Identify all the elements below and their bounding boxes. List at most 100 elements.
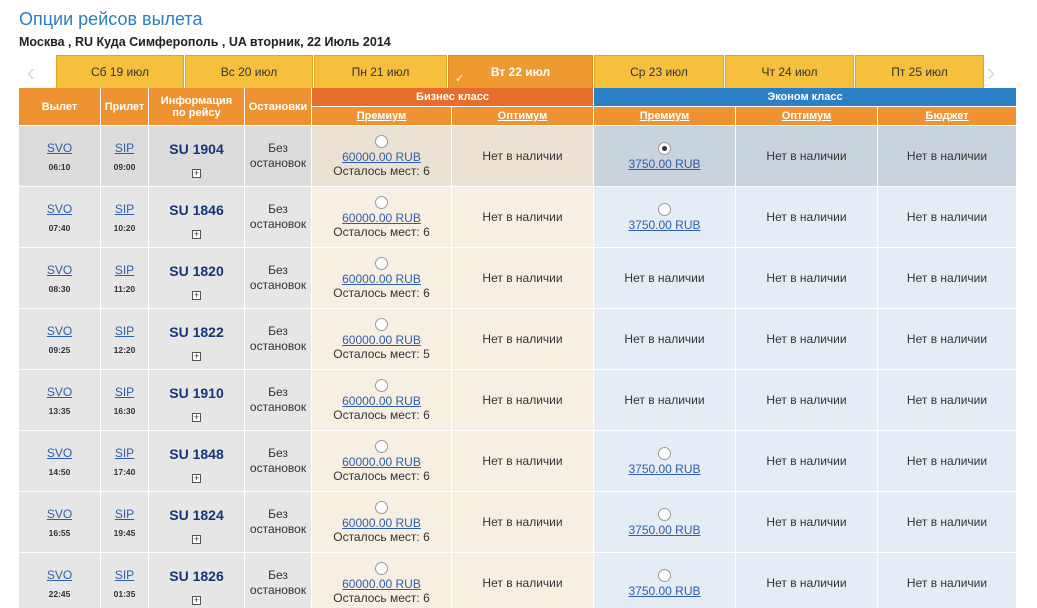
flight-info-cell: SU 1910 + <box>149 370 245 431</box>
departure-cell: SVO 08:30 <box>19 248 101 309</box>
fare-radio[interactable] <box>375 378 388 392</box>
fare-radio[interactable] <box>375 134 388 148</box>
eco-premium-cell: 3750.00 RUB <box>594 431 736 492</box>
biz-optimum-cell: Нет в наличии <box>452 553 594 608</box>
fare-unavailable: Нет в наличии <box>906 454 988 468</box>
arrival-airport-link[interactable]: SIP <box>114 506 135 521</box>
fare-price[interactable]: 60000.00 RUB <box>342 271 421 286</box>
plus-icon[interactable]: + <box>192 168 201 178</box>
eco-optimum-cell: Нет в наличии <box>736 248 878 309</box>
eco-budget-cell: Нет в наличии <box>878 431 1017 492</box>
fare-radio[interactable] <box>658 507 671 521</box>
departure-time: 13:35 <box>48 405 71 416</box>
fare-radio[interactable] <box>658 141 671 155</box>
departure-airport-link[interactable]: SVO <box>46 323 73 338</box>
date-tab[interactable]: Вт 22 июл ✓ <box>448 55 593 88</box>
flight-number: SU 1848 <box>169 446 224 462</box>
date-tab[interactable]: Вс 20 июл <box>185 55 313 88</box>
plus-icon[interactable]: + <box>192 290 201 300</box>
fare-radio[interactable] <box>658 202 671 216</box>
fare-unavailable: Нет в наличии <box>906 210 988 224</box>
fare-price[interactable]: 60000.00 RUB <box>342 332 421 347</box>
fare-unavailable: Нет в наличии <box>624 271 705 285</box>
departure-cell: SVO 22:45 <box>19 553 101 608</box>
fare-radio[interactable] <box>375 317 388 331</box>
fare-radio[interactable] <box>658 446 671 460</box>
date-tab[interactable]: Чт 24 июл <box>725 55 854 88</box>
fare-price[interactable]: 60000.00 RUB <box>342 454 421 469</box>
departure-airport-link[interactable]: SVO <box>46 445 73 460</box>
departure-airport-link[interactable]: SVO <box>46 567 73 582</box>
stops-cell: Без остановок <box>245 553 312 608</box>
fare-price[interactable]: 3750.00 RUB <box>628 522 701 537</box>
plus-icon[interactable]: + <box>192 595 201 605</box>
biz-premium-cell: 60000.00 RUB Осталось мест: 6 <box>312 553 452 608</box>
date-tab[interactable]: Пт 25 июл <box>855 55 984 88</box>
fare-price[interactable]: 60000.00 RUB <box>342 393 421 408</box>
fare-unavailable: Нет в наличии <box>482 393 563 407</box>
seats-left: Осталось мест: 6 <box>333 224 430 239</box>
biz-premium-cell: 60000.00 RUB Осталось мест: 6 <box>312 248 452 309</box>
fare-radio[interactable] <box>658 568 671 582</box>
fare-price[interactable]: 3750.00 RUB <box>628 461 701 476</box>
departure-cell: SVO 14:50 <box>19 431 101 492</box>
date-tab-label: Чт 24 июл <box>761 65 818 79</box>
header-eco-optimum[interactable]: Оптимум <box>736 107 878 126</box>
fare-price[interactable]: 60000.00 RUB <box>342 149 421 164</box>
fare-radio[interactable] <box>375 561 388 575</box>
arrival-cell: SIP 10:20 <box>101 187 149 248</box>
flight-number: SU 1822 <box>169 324 224 340</box>
date-tab[interactable]: Сб 19 июл <box>56 55 184 88</box>
arrival-airport-link[interactable]: SIP <box>114 384 135 399</box>
date-tab[interactable]: Пн 21 июл <box>314 55 447 88</box>
arrival-airport-link[interactable]: SIP <box>114 445 135 460</box>
fare-price[interactable]: 3750.00 RUB <box>628 156 701 171</box>
fare-unavailable: Нет в наличии <box>906 515 988 529</box>
header-flight-info: Информация по рейсу <box>149 88 245 126</box>
departure-airport-link[interactable]: SVO <box>46 384 73 399</box>
date-tab[interactable]: Ср 23 июл <box>594 55 724 88</box>
fare-unavailable: Нет в наличии <box>766 454 847 468</box>
fare-unavailable: Нет в наличии <box>482 271 563 285</box>
eco-budget-cell: Нет в наличии <box>878 492 1017 553</box>
plus-icon[interactable]: + <box>192 534 201 544</box>
header-eco-premium[interactable]: Премиум <box>594 107 736 126</box>
arrival-airport-link[interactable]: SIP <box>114 323 135 338</box>
fare-radio[interactable] <box>375 439 388 453</box>
departure-airport-link[interactable]: SVO <box>46 201 73 216</box>
fare-price[interactable]: 3750.00 RUB <box>628 583 701 598</box>
chevron-left-icon[interactable]: ‹ <box>26 57 36 87</box>
departure-airport-link[interactable]: SVO <box>46 140 73 155</box>
fare-price[interactable]: 60000.00 RUB <box>342 576 421 591</box>
fare-unavailable: Нет в наличии <box>482 210 563 224</box>
fare-unavailable: Нет в наличии <box>766 149 847 163</box>
plus-icon[interactable]: + <box>192 412 201 422</box>
arrival-airport-link[interactable]: SIP <box>114 201 135 216</box>
arrival-airport-link[interactable]: SIP <box>114 262 135 277</box>
plus-icon[interactable]: + <box>192 473 201 483</box>
eco-optimum-cell: Нет в наличии <box>736 431 878 492</box>
fare-radio[interactable] <box>375 195 388 209</box>
biz-optimum-cell: Нет в наличии <box>452 187 594 248</box>
arrival-airport-link[interactable]: SIP <box>114 567 135 582</box>
fare-unavailable: Нет в наличии <box>906 271 988 285</box>
fare-radio[interactable] <box>375 256 388 270</box>
departure-airport-link[interactable]: SVO <box>46 262 73 277</box>
departure-airport-link[interactable]: SVO <box>46 506 73 521</box>
biz-optimum-cell: Нет в наличии <box>452 431 594 492</box>
header-biz-optimum[interactable]: Оптимум <box>452 107 594 126</box>
plus-icon[interactable]: + <box>192 229 201 239</box>
header-biz-premium[interactable]: Премиум <box>312 107 452 126</box>
chevron-right-icon[interactable]: › <box>986 57 996 87</box>
flight-number: SU 1910 <box>169 385 224 401</box>
fare-price[interactable]: 3750.00 RUB <box>628 217 701 232</box>
date-tab-label: Ср 23 июл <box>630 65 688 79</box>
fare-unavailable: Нет в наличии <box>482 332 563 346</box>
fare-price[interactable]: 60000.00 RUB <box>342 210 421 225</box>
eco-premium-cell: Нет в наличии <box>594 309 736 370</box>
plus-icon[interactable]: + <box>192 351 201 361</box>
fare-price[interactable]: 60000.00 RUB <box>342 515 421 530</box>
arrival-airport-link[interactable]: SIP <box>114 140 135 155</box>
header-eco-budget[interactable]: Бюджет <box>878 107 1017 126</box>
fare-radio[interactable] <box>375 500 388 514</box>
